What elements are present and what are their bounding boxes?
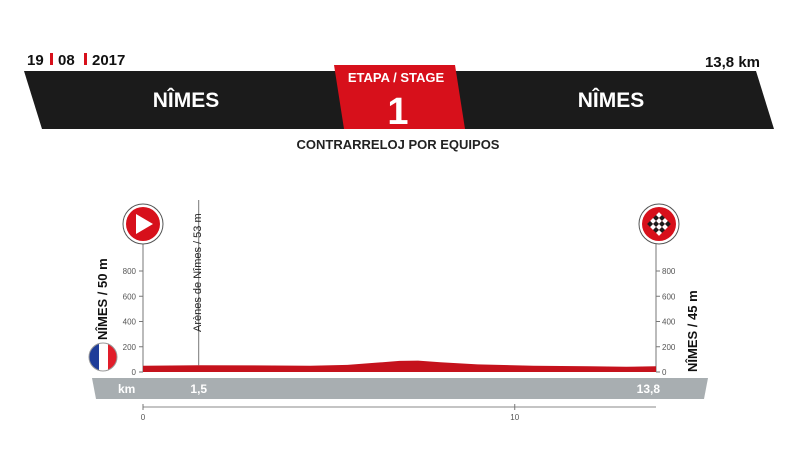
start-location-label: NÎMES / 50 m xyxy=(95,258,110,340)
date-month: 08 xyxy=(58,52,75,69)
france-flag-icon xyxy=(88,342,118,372)
checkered-flag-icon xyxy=(638,203,680,245)
distance-unit: km xyxy=(118,382,135,396)
x-tick-label: 0 xyxy=(141,413,146,422)
date-day: 19 xyxy=(27,52,44,69)
play-arrow-icon xyxy=(122,203,164,245)
stage-number: 1 xyxy=(387,91,408,133)
y-tick-label-left: 800 xyxy=(123,267,137,276)
y-tick-label-right: 400 xyxy=(662,318,676,327)
date-separator xyxy=(84,53,87,65)
stage-distance: 13,8 km xyxy=(705,54,760,71)
y-tick-label-right: 200 xyxy=(662,343,676,352)
y-tick-label-left: 0 xyxy=(132,368,137,377)
y-tick-label-right: 0 xyxy=(662,368,667,377)
start-city: NÎMES xyxy=(153,88,220,112)
finish-location-label: NÎMES / 45 m xyxy=(685,290,700,372)
y-tick-label-left: 600 xyxy=(123,292,137,301)
distance-band xyxy=(92,378,708,399)
y-tick-label-left: 400 xyxy=(123,318,137,327)
stage-badge xyxy=(334,65,465,129)
y-tick-label-right: 800 xyxy=(662,267,676,276)
date-separator xyxy=(50,53,53,65)
date-year: 2017 xyxy=(92,52,125,69)
distance-label: 13,8 xyxy=(637,382,661,396)
y-tick-label-right: 600 xyxy=(662,292,676,301)
distance-label: 1,5 xyxy=(190,382,207,396)
y-tick-label-left: 200 xyxy=(123,343,137,352)
elevation-profile xyxy=(143,360,656,372)
stage-type: CONTRARRELOJ POR EQUIPOS xyxy=(297,137,500,152)
finish-city: NÎMES xyxy=(578,88,645,112)
x-tick-label: 10 xyxy=(510,413,519,422)
poi-label: Arènes de Nîmes / 53 m xyxy=(192,213,204,332)
stage-label: ETAPA / STAGE xyxy=(348,70,445,85)
